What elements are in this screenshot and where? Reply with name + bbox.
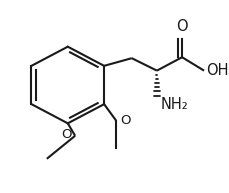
Text: O: O [175,19,187,34]
Text: O: O [119,114,130,127]
Text: O: O [61,128,72,141]
Text: OH: OH [205,63,228,78]
Text: NH₂: NH₂ [160,96,188,112]
